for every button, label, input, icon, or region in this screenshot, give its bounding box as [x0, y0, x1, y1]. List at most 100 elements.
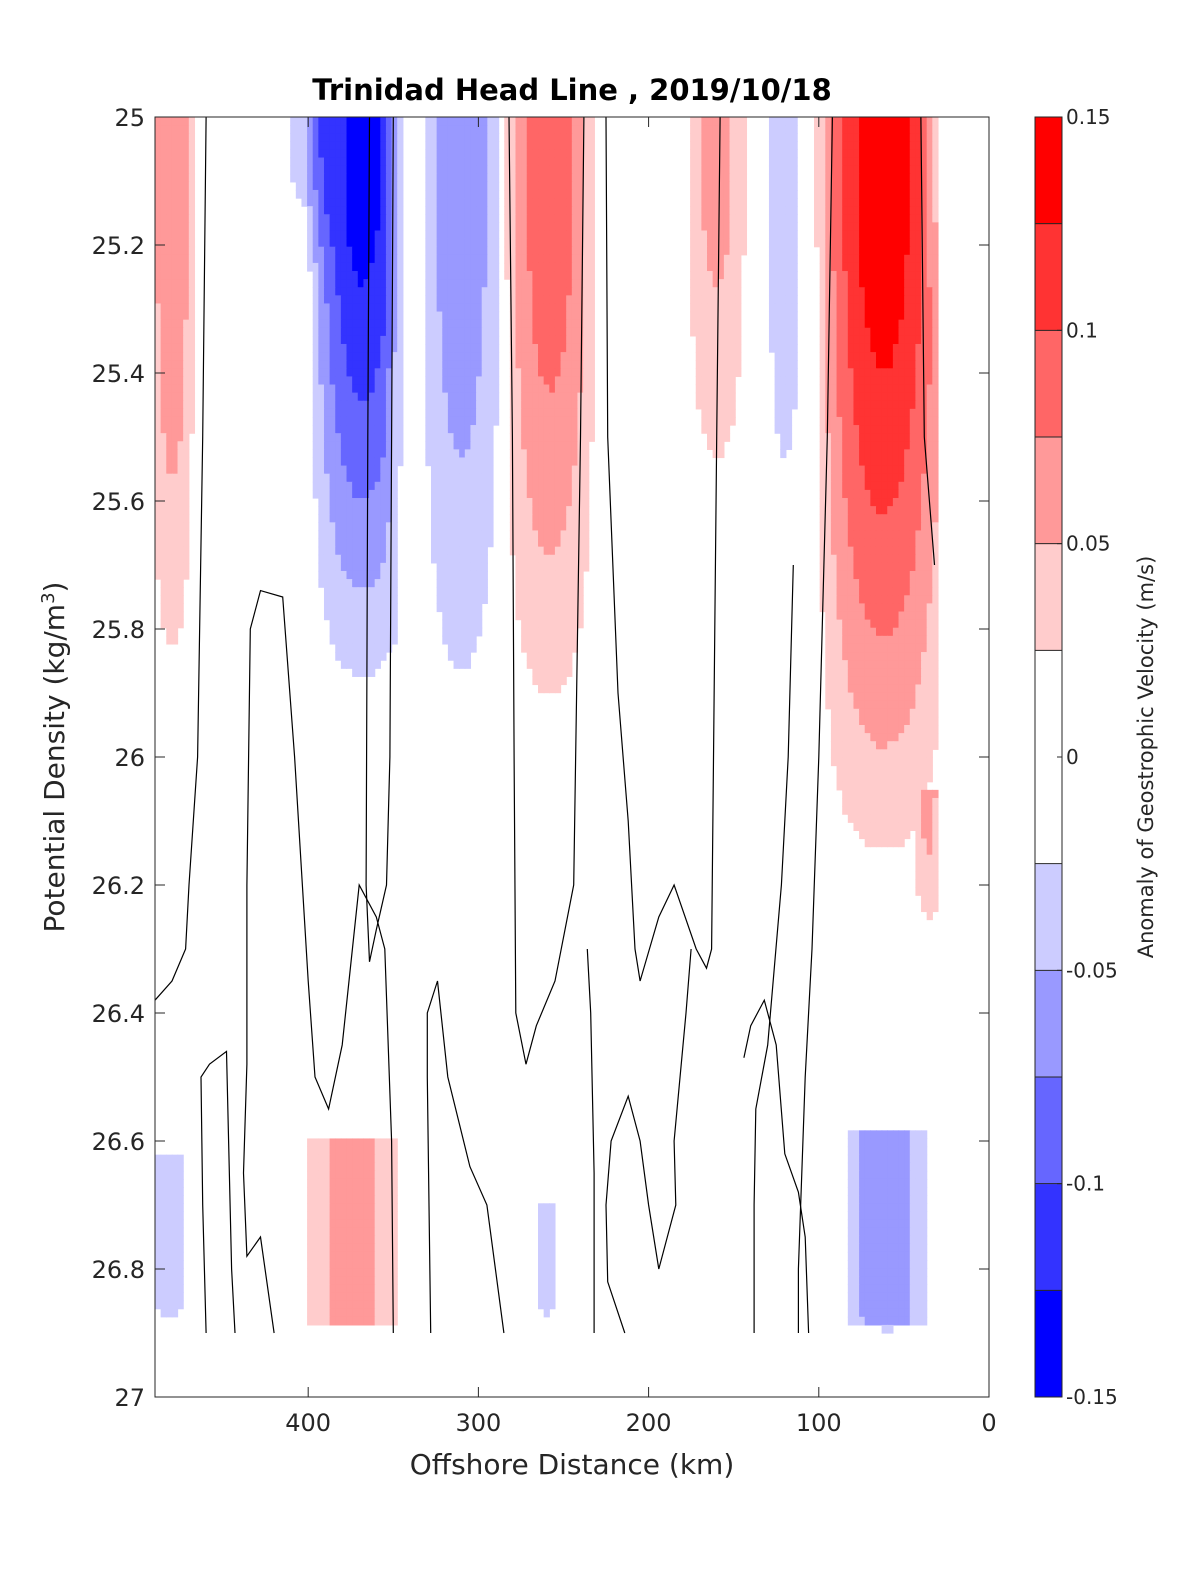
contour-cell — [554, 554, 562, 564]
contour-cell — [847, 611, 855, 621]
contour-cell — [892, 181, 900, 191]
contour-cell — [504, 198, 511, 207]
contour-cell — [481, 173, 488, 183]
contour-cell — [695, 295, 702, 305]
contour-cell — [436, 384, 443, 394]
contour-cell — [718, 352, 725, 361]
contour-cell — [369, 246, 376, 256]
contour-cell — [921, 603, 928, 613]
contour-cell — [830, 141, 838, 151]
contour-cell — [160, 271, 167, 280]
contour-cell — [892, 579, 900, 588]
contour-cell — [707, 303, 714, 313]
contour-cell — [323, 408, 331, 418]
contour-cell — [312, 279, 319, 288]
contour-cell — [892, 198, 900, 207]
contour-cell — [707, 360, 714, 369]
contour-cell — [774, 271, 781, 280]
contour-cell — [323, 489, 331, 499]
contour-cell — [363, 311, 370, 321]
contour-cell — [707, 376, 714, 386]
contour-cell — [363, 498, 370, 507]
contour-cell — [329, 181, 336, 191]
contour-cell — [875, 603, 883, 613]
contour-cell — [521, 538, 528, 548]
contour-cell — [329, 554, 336, 564]
contour-cell — [442, 546, 449, 556]
contour-cell — [459, 141, 466, 151]
contour-cell — [481, 222, 488, 232]
contour-cell — [166, 538, 173, 548]
contour-cell — [921, 449, 928, 459]
contour-cell — [166, 165, 173, 175]
contour-cell — [453, 433, 460, 442]
contour-cell — [909, 530, 917, 540]
contour-cell — [464, 562, 472, 572]
contour-cell — [329, 206, 336, 215]
contour-cell — [166, 481, 173, 491]
contour-cell — [323, 416, 331, 426]
contour-cell — [436, 433, 443, 442]
contour-cell — [166, 425, 173, 434]
contour-cell — [301, 181, 308, 191]
contour-cell — [391, 125, 398, 134]
contour-cell — [898, 157, 905, 167]
contour-cell — [932, 352, 939, 361]
contour-cell — [171, 198, 179, 207]
contour-cell — [538, 165, 545, 175]
contour-cell — [335, 133, 342, 142]
contour-cell — [166, 181, 173, 191]
contour-cell — [318, 214, 325, 223]
contour-cell — [453, 214, 460, 223]
contour-cell — [712, 189, 719, 199]
contour-cell — [577, 303, 584, 313]
contour-cell — [904, 352, 911, 361]
contour-cell — [853, 368, 860, 378]
contour-cell — [464, 449, 472, 459]
contour-cell — [397, 117, 404, 126]
contour-cell — [870, 416, 877, 426]
contour-cell — [391, 579, 398, 588]
contour-cell — [926, 392, 933, 402]
contour-cell — [476, 384, 483, 394]
contour-cell — [842, 489, 849, 499]
contour-cell — [509, 198, 517, 207]
contour-cell — [836, 271, 843, 280]
contour-cell — [459, 603, 466, 613]
contour-cell — [509, 400, 517, 410]
contour-cell — [335, 587, 342, 596]
contour-cell — [859, 392, 866, 402]
contour-cell — [340, 619, 348, 629]
contour-cell — [560, 117, 567, 126]
contour-cell — [864, 425, 871, 434]
contour-cell — [464, 627, 472, 637]
contour-cell — [301, 133, 308, 142]
contour-cell — [864, 368, 871, 378]
contour-cell — [870, 392, 877, 402]
contour-cell — [160, 173, 167, 183]
contour-cell — [357, 400, 365, 410]
contour-cell — [155, 522, 162, 532]
contour-cell — [380, 441, 387, 450]
contour-cell — [571, 587, 579, 596]
contour-cell — [318, 125, 325, 134]
contour-cell — [712, 214, 719, 223]
contour-cell — [481, 522, 488, 532]
contour-cell — [487, 125, 494, 134]
contour-cell — [391, 376, 398, 386]
contour-cell — [583, 133, 590, 142]
contour-cell — [904, 376, 911, 386]
contour-cell — [898, 587, 905, 596]
contour-cell — [346, 311, 353, 321]
contour-cell — [836, 489, 843, 499]
contour-cell — [374, 538, 381, 548]
contour-cell — [588, 246, 595, 256]
contour-cell — [481, 425, 488, 434]
contour-cell — [397, 133, 404, 142]
contour-cell — [735, 271, 742, 280]
contour-cell — [295, 157, 303, 167]
contour-cell — [442, 554, 449, 564]
contour-cell — [566, 343, 573, 353]
contour-cell — [166, 238, 173, 248]
contour-cell — [538, 449, 545, 459]
